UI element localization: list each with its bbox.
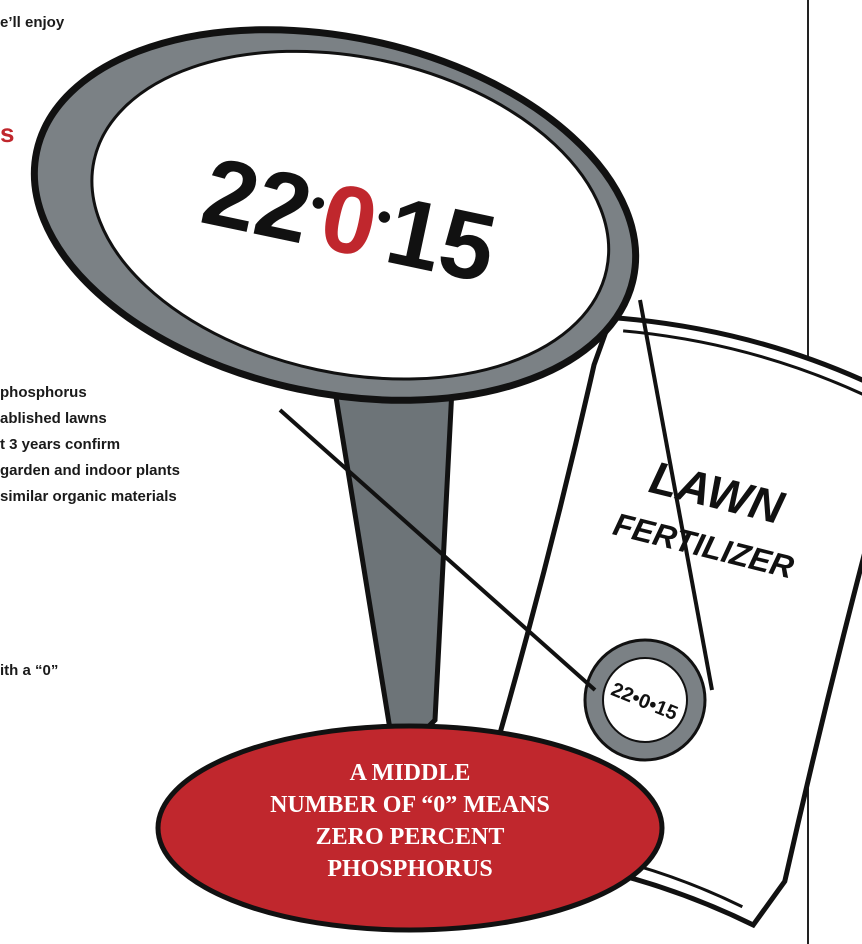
callout-line: ZERO PERCENT [316,824,505,850]
illustration: LAWN FERTILIZER 22•0•15 22•0•15 A MIDDLE… [0,0,862,944]
callout-line: NUMBER OF “0” MEANS [270,792,550,818]
magnifier-lens: 22•0•15 [0,0,670,453]
number-part: 22 [194,138,321,265]
callout-line: PHOSPHORUS [327,856,492,882]
number-part: 15 [378,177,505,304]
page: e’ll enjoy s phosphorus ablished lawns t… [0,0,862,944]
callout-line: A MIDDLE [350,760,471,786]
